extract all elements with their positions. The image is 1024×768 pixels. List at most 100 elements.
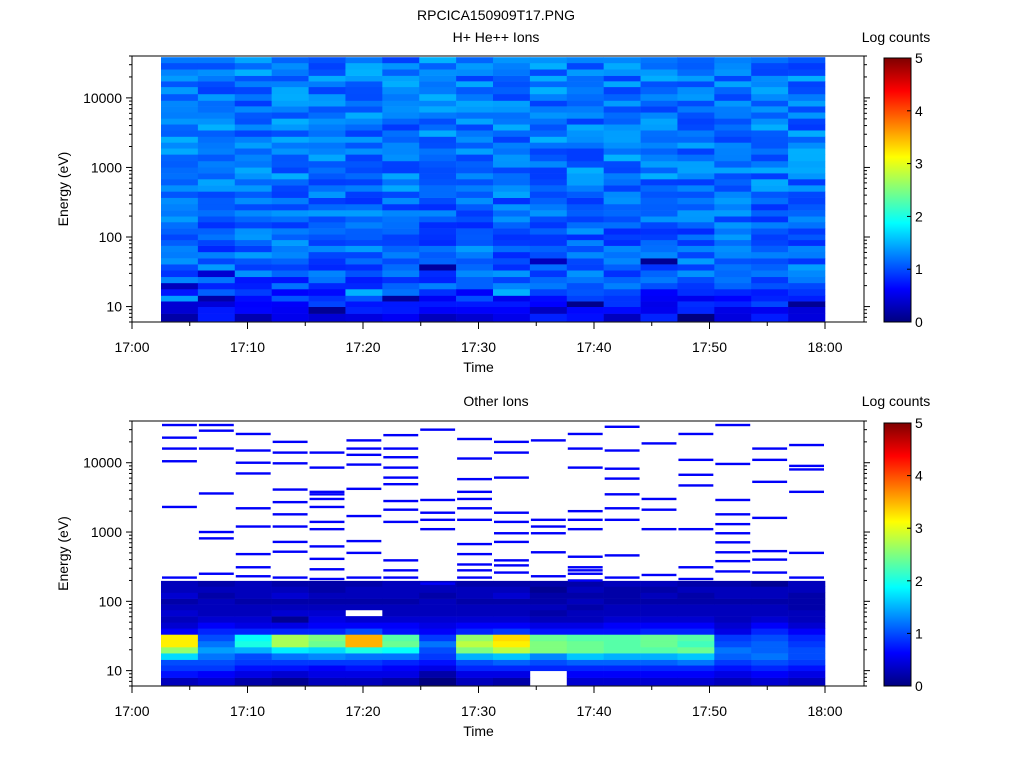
heatmap-cell bbox=[529, 239, 568, 246]
heatmap-cell bbox=[419, 185, 457, 192]
sparse-count-mark bbox=[567, 566, 603, 569]
sparse-count-mark bbox=[678, 458, 714, 462]
sparse-count-mark bbox=[383, 476, 419, 479]
heatmap-cell bbox=[308, 282, 346, 290]
heatmap-cell bbox=[456, 191, 494, 198]
heatmap-cell bbox=[456, 106, 494, 113]
heatmap-cell bbox=[677, 210, 715, 217]
heatmap-cell bbox=[493, 142, 531, 149]
heatmap-cell bbox=[308, 622, 346, 629]
heatmap-cell bbox=[161, 634, 199, 642]
heatmap-cell bbox=[271, 640, 309, 648]
heatmap-cell bbox=[640, 100, 678, 107]
heatmap-cell bbox=[751, 234, 789, 241]
heatmap-cell bbox=[345, 677, 383, 686]
sparse-count-mark bbox=[641, 442, 677, 445]
heatmap-cell bbox=[161, 118, 199, 125]
heatmap-cell bbox=[197, 124, 236, 131]
heatmap-cell bbox=[345, 295, 383, 302]
sparse-count-mark bbox=[604, 518, 640, 522]
heatmap-cell bbox=[566, 677, 604, 686]
x-tick-label: 17:50 bbox=[692, 339, 727, 355]
heatmap-cell bbox=[714, 313, 752, 322]
heatmap-cell bbox=[714, 306, 752, 314]
sparse-count-mark bbox=[235, 575, 271, 578]
heatmap-cell bbox=[419, 616, 457, 623]
heatmap-cell bbox=[345, 313, 383, 322]
colorbar-tick-label: 3 bbox=[915, 520, 923, 536]
heatmap-cell bbox=[197, 665, 236, 672]
heatmap-cell bbox=[161, 258, 199, 265]
heatmap-cell bbox=[788, 142, 826, 149]
heatmap-cell bbox=[382, 62, 420, 70]
heatmap-cell bbox=[345, 659, 383, 666]
heatmap-cell bbox=[161, 62, 199, 70]
heatmap-cell bbox=[419, 136, 457, 143]
heatmap-cell bbox=[197, 670, 236, 678]
heatmap-cell bbox=[603, 167, 641, 174]
heatmap-cell bbox=[234, 154, 272, 162]
heatmap-cell bbox=[345, 118, 383, 125]
sparse-count-mark bbox=[272, 462, 308, 465]
heatmap-cell bbox=[788, 118, 826, 125]
heatmap-cell bbox=[640, 173, 678, 180]
heatmap-cell bbox=[677, 69, 715, 76]
heatmap-cell bbox=[345, 130, 383, 137]
heatmap-cell bbox=[308, 634, 346, 642]
heatmap-cell bbox=[677, 100, 715, 107]
heatmap-cell bbox=[677, 191, 715, 198]
heatmap-cell bbox=[456, 148, 494, 155]
heatmap-cell bbox=[456, 282, 494, 290]
heatmap-cell bbox=[345, 100, 383, 107]
heatmap-cell bbox=[529, 167, 568, 174]
heatmap-cell bbox=[751, 118, 789, 125]
heatmap-cell bbox=[566, 62, 604, 70]
heatmap-cell bbox=[161, 616, 199, 623]
heatmap-cell bbox=[566, 69, 604, 76]
heatmap-cell bbox=[493, 634, 531, 642]
heatmap-cell bbox=[603, 154, 641, 162]
heatmap-cell bbox=[456, 665, 494, 672]
heatmap-cell bbox=[308, 258, 346, 265]
heatmap-cell bbox=[456, 210, 494, 217]
heatmap-cells bbox=[161, 423, 826, 686]
heatmap-cell bbox=[751, 640, 789, 648]
heatmap-cell bbox=[234, 653, 272, 660]
colorbar-tick-label: 3 bbox=[915, 156, 923, 172]
heatmap-cell bbox=[603, 659, 641, 666]
panel-title: Other Ions bbox=[463, 393, 528, 409]
heatmap-cell bbox=[234, 173, 272, 180]
sparse-count-mark bbox=[567, 466, 603, 469]
heatmap-cell bbox=[382, 313, 420, 322]
sparse-count-mark bbox=[420, 498, 456, 502]
heatmap-cell bbox=[308, 647, 346, 654]
heatmap-cell bbox=[714, 622, 752, 629]
heatmap-cell bbox=[161, 197, 199, 205]
heatmap-cell bbox=[345, 580, 383, 587]
heatmap-cell bbox=[308, 93, 346, 101]
sparse-count-mark bbox=[383, 482, 419, 486]
heatmap-cell bbox=[751, 677, 789, 686]
heatmap-cell bbox=[677, 276, 715, 284]
heatmap-cell bbox=[493, 628, 531, 635]
heatmap-cell bbox=[382, 86, 420, 95]
heatmap-cell bbox=[382, 659, 420, 666]
heatmap-cell bbox=[493, 210, 531, 217]
heatmap-cell bbox=[234, 239, 272, 246]
heatmap-cell bbox=[493, 136, 531, 143]
heatmap-cell bbox=[456, 112, 494, 119]
heatmap-cell bbox=[788, 264, 826, 271]
heatmap-cell bbox=[788, 100, 826, 107]
heatmap-cell bbox=[161, 160, 199, 168]
y-tick-label: 1000 bbox=[91, 524, 122, 540]
heatmap-cell bbox=[603, 118, 641, 125]
heatmap-cell bbox=[493, 258, 531, 265]
heatmap-cell bbox=[788, 270, 826, 278]
sparse-count-mark bbox=[604, 554, 640, 557]
heatmap-cell bbox=[751, 106, 789, 113]
heatmap-cell bbox=[419, 647, 457, 654]
heatmap-cell bbox=[456, 173, 494, 180]
heatmap-cell bbox=[419, 203, 457, 211]
heatmap-cell bbox=[751, 634, 789, 642]
heatmap-cell bbox=[603, 100, 641, 107]
